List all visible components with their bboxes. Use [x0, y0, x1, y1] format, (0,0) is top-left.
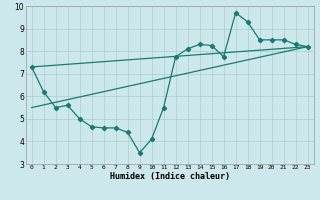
- X-axis label: Humidex (Indice chaleur): Humidex (Indice chaleur): [109, 172, 230, 181]
